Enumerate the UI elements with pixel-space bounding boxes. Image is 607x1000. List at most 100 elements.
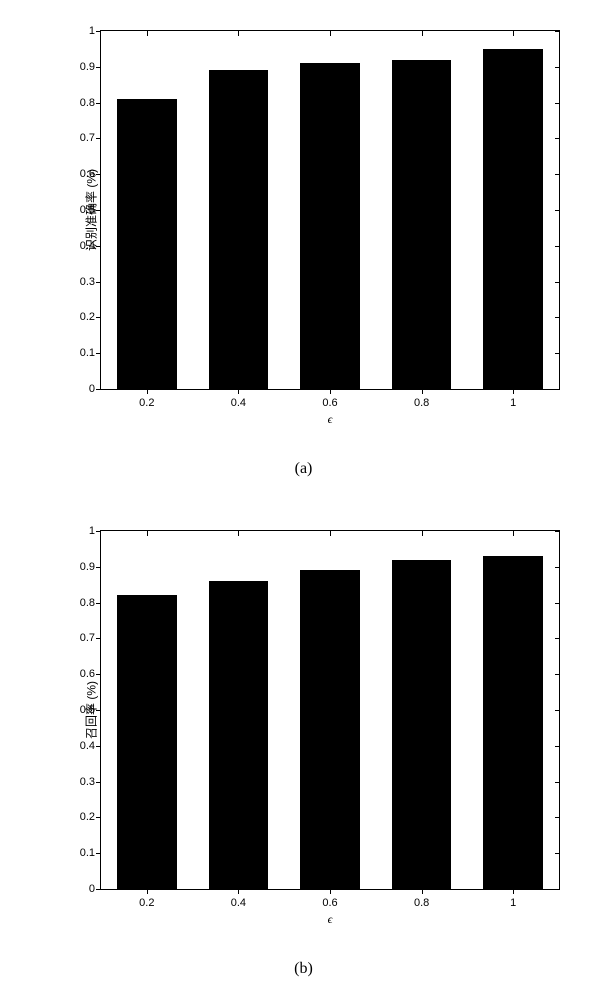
xtick-mark	[147, 31, 148, 36]
ytick-mark	[96, 853, 101, 854]
ytick-label: 0	[59, 883, 95, 895]
ytick-label: 0	[59, 383, 95, 395]
ytick-label: 0.3	[59, 776, 95, 788]
ytick-label: 0.1	[59, 347, 95, 359]
ytick-label: 0.3	[59, 276, 95, 288]
ytick-mark	[555, 174, 560, 175]
chart-b-caption: (b)	[294, 960, 313, 978]
xtick-mark	[513, 889, 514, 894]
ytick-label: 0.6	[59, 168, 95, 180]
ytick-mark	[96, 246, 101, 247]
chart-a-caption: (a)	[295, 460, 313, 478]
bar	[117, 99, 177, 389]
ytick-mark	[96, 638, 101, 639]
ytick-mark	[96, 353, 101, 354]
ytick-mark	[555, 603, 560, 604]
page: 识别准确率 (%) ϵ 00.10.20.30.40.50.60.70.80.9…	[0, 0, 607, 1000]
ytick-label: 0.9	[59, 61, 95, 73]
xtick-label: 1	[510, 897, 516, 909]
xtick-label: 0.8	[414, 397, 429, 409]
xtick-mark	[238, 389, 239, 394]
xtick-mark	[513, 31, 514, 36]
chart-a-xlabel: ϵ	[328, 412, 333, 427]
chart-a-plot-area: 识别准确率 (%) ϵ 00.10.20.30.40.50.60.70.80.9…	[100, 30, 560, 390]
bar	[483, 556, 543, 889]
xtick-label: 0.8	[414, 897, 429, 909]
chart-b-xlabel: ϵ	[328, 912, 333, 927]
ytick-mark	[96, 782, 101, 783]
xtick-mark	[330, 31, 331, 36]
ytick-label: 0.7	[59, 132, 95, 144]
ytick-label: 0.8	[59, 97, 95, 109]
xtick-mark	[513, 389, 514, 394]
bar	[209, 581, 269, 889]
ytick-label: 0.2	[59, 311, 95, 323]
ytick-label: 0.5	[59, 704, 95, 716]
ytick-label: 0.1	[59, 847, 95, 859]
xtick-mark	[422, 389, 423, 394]
xtick-label: 0.4	[231, 897, 246, 909]
ytick-mark	[96, 746, 101, 747]
ytick-label: 1	[59, 525, 95, 537]
bar	[483, 49, 543, 389]
ytick-mark	[96, 389, 101, 390]
ytick-mark	[96, 567, 101, 568]
xtick-mark	[330, 389, 331, 394]
ytick-label: 0.4	[59, 740, 95, 752]
ytick-label: 0.4	[59, 240, 95, 252]
bar	[117, 595, 177, 889]
ytick-mark	[555, 103, 560, 104]
ytick-mark	[96, 138, 101, 139]
ytick-label: 1	[59, 25, 95, 37]
ytick-mark	[96, 531, 101, 532]
ytick-mark	[555, 853, 560, 854]
xtick-label: 0.2	[139, 897, 154, 909]
ytick-mark	[555, 889, 560, 890]
ytick-mark	[96, 710, 101, 711]
bar	[300, 570, 360, 889]
xtick-mark	[147, 531, 148, 536]
ytick-label: 0.6	[59, 668, 95, 680]
ytick-mark	[96, 103, 101, 104]
ytick-mark	[96, 317, 101, 318]
xtick-label: 0.4	[231, 397, 246, 409]
ytick-mark	[555, 282, 560, 283]
ytick-label: 0.7	[59, 632, 95, 644]
ytick-mark	[96, 603, 101, 604]
ytick-mark	[96, 674, 101, 675]
chart-a-block: 识别准确率 (%) ϵ 00.10.20.30.40.50.60.70.80.9…	[40, 20, 580, 450]
bar	[209, 70, 269, 389]
xtick-label: 0.2	[139, 397, 154, 409]
xtick-mark	[422, 889, 423, 894]
xtick-label: 0.6	[322, 397, 337, 409]
ytick-mark	[555, 782, 560, 783]
chart-b-block: 召回率 (%) ϵ 00.10.20.30.40.50.60.70.80.910…	[40, 520, 580, 950]
ytick-mark	[555, 531, 560, 532]
ytick-mark	[96, 889, 101, 890]
ytick-mark	[555, 246, 560, 247]
xtick-mark	[330, 889, 331, 894]
ytick-mark	[555, 817, 560, 818]
ytick-label: 0.8	[59, 597, 95, 609]
bar	[392, 560, 452, 889]
bar	[392, 60, 452, 389]
xtick-label: 0.6	[322, 897, 337, 909]
ytick-mark	[555, 746, 560, 747]
ytick-mark	[96, 817, 101, 818]
xtick-mark	[422, 531, 423, 536]
xtick-mark	[147, 889, 148, 894]
ytick-mark	[96, 210, 101, 211]
ytick-mark	[555, 389, 560, 390]
ytick-mark	[555, 567, 560, 568]
ytick-mark	[555, 674, 560, 675]
ytick-label: 0.2	[59, 811, 95, 823]
ytick-mark	[555, 210, 560, 211]
ytick-mark	[555, 138, 560, 139]
ytick-label: 0.9	[59, 561, 95, 573]
xtick-mark	[238, 531, 239, 536]
xtick-mark	[513, 531, 514, 536]
ytick-mark	[555, 31, 560, 32]
xtick-label: 1	[510, 397, 516, 409]
xtick-mark	[330, 531, 331, 536]
xtick-mark	[238, 31, 239, 36]
